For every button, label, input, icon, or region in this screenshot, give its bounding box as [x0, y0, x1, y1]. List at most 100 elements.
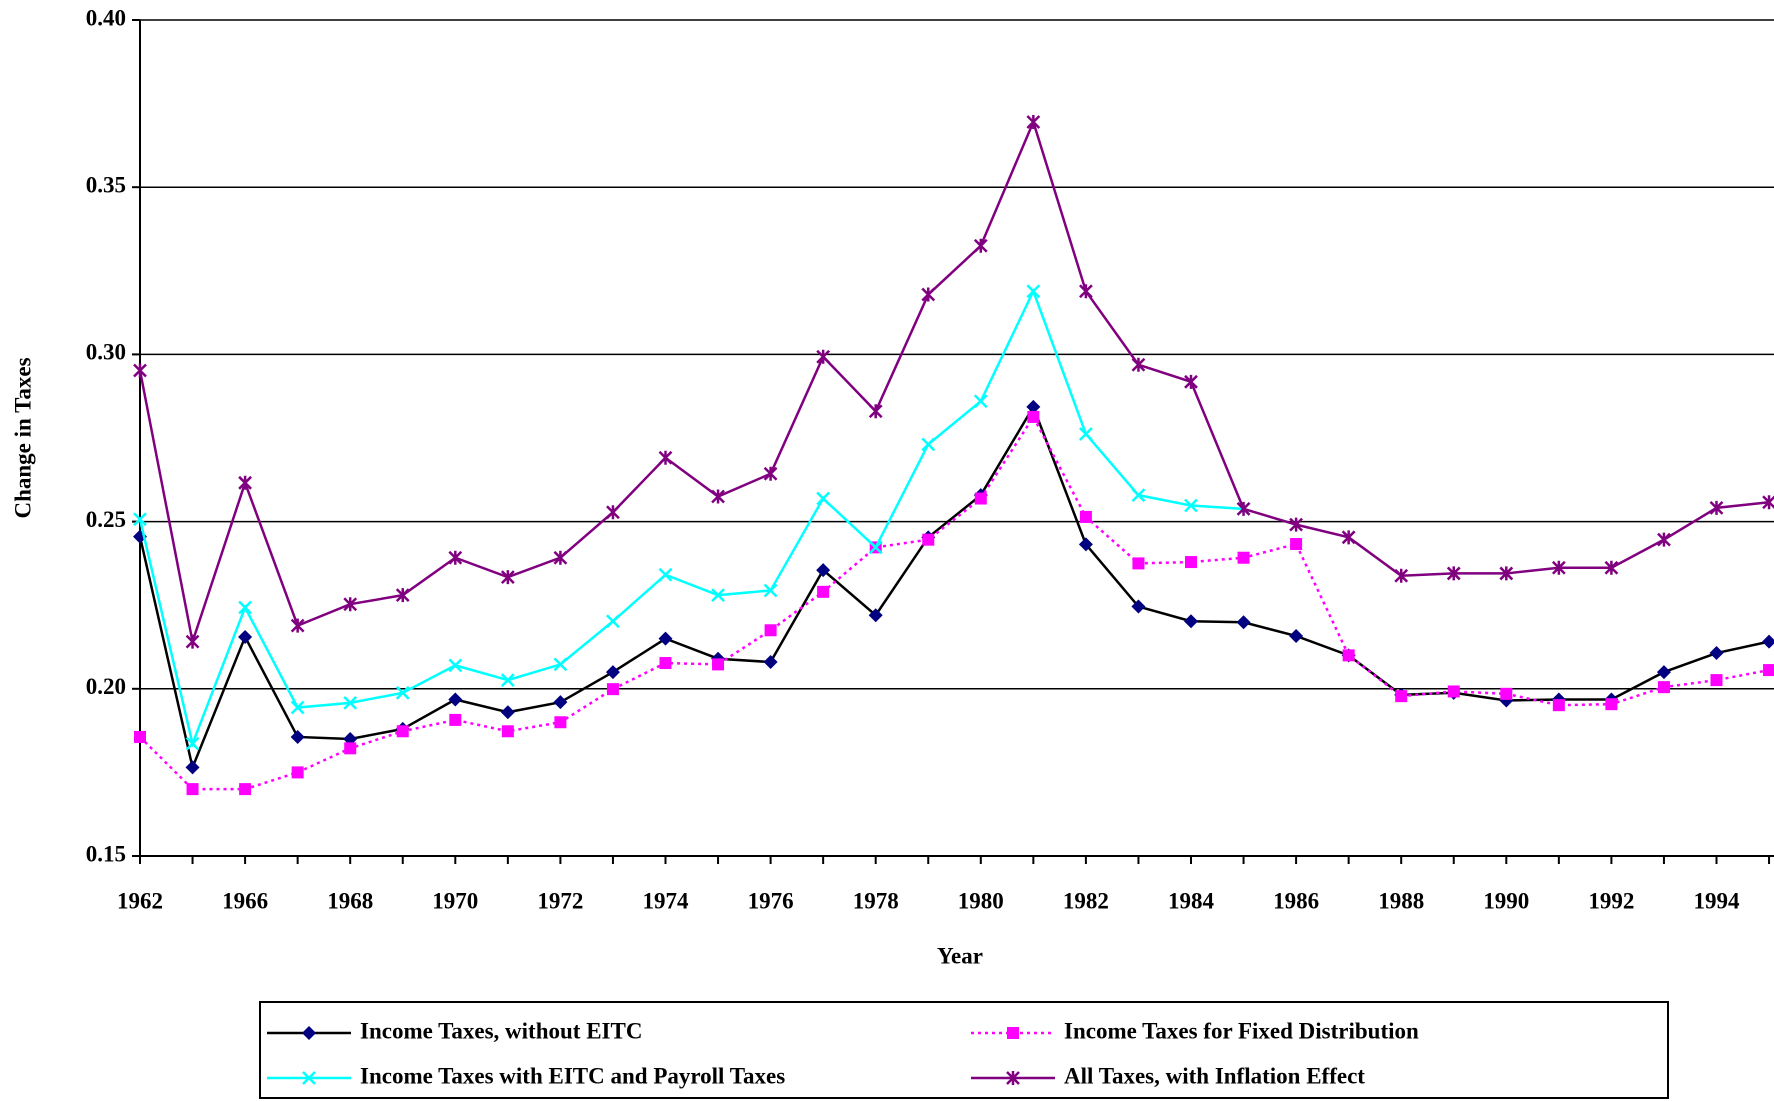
marker: [1026, 284, 1041, 299]
marker: [185, 760, 200, 775]
x-tick-label: 1966: [222, 888, 268, 913]
marker: [1289, 628, 1304, 643]
x-tick-label: 1972: [537, 888, 583, 913]
marker: [1236, 615, 1251, 630]
x-tick-label: 1994: [1694, 888, 1741, 913]
marker: [185, 736, 200, 751]
legend-marker: [1006, 1071, 1020, 1085]
marker: [290, 700, 305, 715]
marker: [290, 618, 305, 633]
marker: [1184, 614, 1198, 629]
marker: [1604, 560, 1619, 575]
marker: [712, 658, 725, 671]
marker: [553, 695, 568, 710]
x-tick-label: 1968: [327, 888, 373, 913]
y-tick-label: 0.15: [86, 841, 126, 866]
marker: [500, 673, 515, 687]
marker: [134, 730, 146, 743]
marker: [186, 783, 199, 796]
series-line: [138, 118, 1770, 647]
marker: [1394, 568, 1409, 583]
marker: [185, 634, 200, 649]
marker: [1551, 560, 1566, 575]
marker: [1657, 681, 1670, 694]
series-line: [139, 414, 1770, 791]
marker: [448, 658, 463, 673]
marker: [395, 685, 410, 700]
marker: [238, 475, 252, 490]
marker: [501, 725, 514, 738]
marker: [238, 600, 252, 615]
legend-label: Income Taxes with EITC and Payroll Taxes: [360, 1063, 785, 1088]
legend-box: [259, 1001, 1669, 1099]
y-tick-label: 0.35: [86, 172, 126, 197]
marker: [605, 665, 620, 680]
marker: [1026, 114, 1041, 129]
marker: [1079, 284, 1093, 299]
y-tick-label: 0.20: [86, 674, 126, 699]
marker: [1289, 517, 1303, 532]
marker: [344, 742, 357, 755]
x-tick-label: 1962: [117, 888, 163, 913]
marker: [133, 363, 147, 378]
marker: [658, 450, 673, 465]
marker: [1605, 698, 1618, 711]
marker: [606, 614, 620, 629]
marker: [1131, 357, 1146, 372]
marker: [1341, 530, 1356, 545]
marker: [817, 585, 830, 598]
marker: [449, 713, 462, 726]
marker: [1762, 634, 1774, 649]
marker: [763, 655, 778, 670]
x-tick-label: 1974: [643, 888, 690, 913]
x-tick-label: 1978: [853, 888, 899, 913]
marker: [973, 394, 988, 409]
marker: [1656, 665, 1671, 680]
x-tick-label: 1984: [1168, 888, 1215, 913]
x-tick-label: 1992: [1588, 888, 1634, 913]
marker: [868, 404, 883, 419]
marker: [1027, 410, 1040, 423]
marker: [763, 583, 778, 598]
y-tick-label: 0.30: [86, 340, 126, 365]
x-tick-label: 1980: [958, 888, 1004, 913]
marker: [1710, 674, 1723, 687]
marker: [554, 716, 567, 729]
series-line: [138, 287, 1244, 748]
marker: [921, 437, 936, 452]
marker: [1184, 498, 1198, 513]
marker: [1447, 685, 1460, 698]
marker: [1290, 538, 1303, 551]
marker: [1709, 646, 1724, 661]
marker: [659, 657, 672, 670]
marker: [1078, 537, 1093, 552]
x-tick-label: 1982: [1063, 888, 1109, 913]
marker: [973, 238, 988, 253]
marker: [343, 597, 358, 612]
marker: [1185, 556, 1197, 569]
series-line: [138, 404, 1770, 772]
x-tick-label: 1988: [1378, 888, 1424, 913]
x-tick-label: 1970: [432, 888, 478, 913]
marker: [500, 705, 515, 720]
marker: [711, 588, 725, 603]
x-tick-label: 1986: [1273, 888, 1319, 913]
marker: [448, 692, 463, 707]
marker: [816, 491, 831, 506]
legend-marker: [302, 1026, 316, 1040]
marker: [1552, 699, 1565, 712]
marker: [1131, 599, 1146, 614]
marker: [395, 588, 410, 603]
marker: [606, 683, 619, 696]
marker: [1132, 557, 1145, 570]
legend-label: All Taxes, with Inflation Effect: [1064, 1063, 1365, 1088]
x-tick-label: 1990: [1483, 888, 1529, 913]
y-tick-label: 0.40: [86, 5, 126, 30]
marker: [343, 695, 358, 710]
legend-marker: [302, 1071, 316, 1085]
marker: [868, 608, 883, 623]
x-tick-label: 1976: [748, 888, 794, 913]
marker: [239, 783, 252, 796]
marker: [606, 505, 620, 520]
marker: [816, 563, 831, 578]
